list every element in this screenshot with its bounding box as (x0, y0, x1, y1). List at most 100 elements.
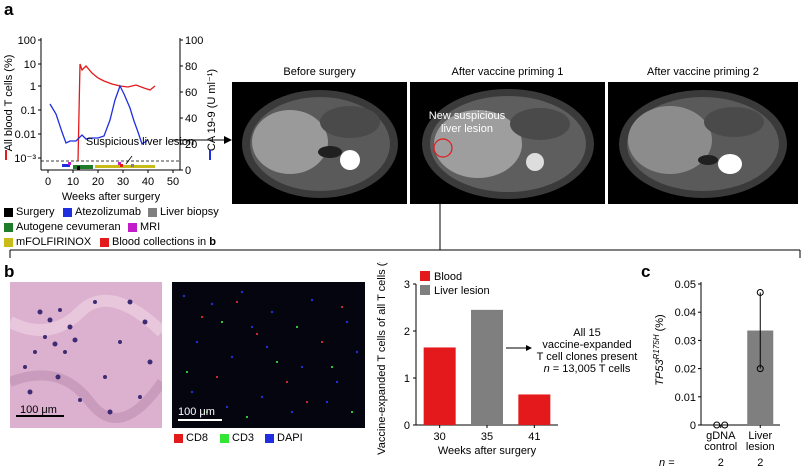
legend-label-liver-lesion: Liver lesion (434, 285, 490, 297)
mri-image-before-surgery (232, 82, 407, 204)
left-tick-label: 0.1 (21, 105, 36, 117)
svg-text:30: 30 (117, 176, 129, 188)
svg-text:40: 40 (142, 176, 154, 188)
x-tick-label: lesion (746, 441, 775, 453)
lesion-connector (9, 204, 801, 258)
legend-swatch-liver-lesion (420, 285, 430, 295)
right-tick-label: 60 (185, 87, 197, 99)
y-tick-label: 2 (404, 326, 410, 338)
legend-item-cd8: CD8 (174, 432, 208, 444)
scale-bar-label-2: 100 μm (178, 406, 215, 418)
right-tick-label: 100 (185, 35, 203, 47)
right-tick-label: 40 (185, 113, 197, 125)
mri-image-after-priming-2 (608, 82, 798, 204)
y-tick-label: 1 (404, 373, 410, 385)
n-value: 2 (718, 457, 724, 469)
data-point (756, 365, 764, 373)
mri-marker (118, 162, 121, 165)
left-tick-label: 0.01 (15, 129, 36, 141)
x-axis-label: Weeks after surgery (438, 445, 537, 457)
y-tick-label: 0.04 (675, 307, 696, 319)
right-axis-ticks: 100 80 60 40 20 0 (180, 35, 203, 177)
x-tick-label: 35 (481, 431, 493, 443)
legend-item-blood-collections: Blood collections in b (100, 236, 216, 248)
scale-bar-line (178, 419, 222, 421)
svg-text:20: 20 (92, 176, 104, 188)
left-axis-label: All blood T cells (%) (3, 55, 15, 152)
y-tick-label: 0.03 (675, 335, 696, 347)
lesion-circle (433, 138, 453, 158)
mri-title-before-surgery: Before surgery (283, 66, 356, 78)
y-tick-label: 0 (690, 420, 696, 432)
svg-text:50: 50 (167, 176, 179, 188)
right-tick-label: 0 (185, 165, 191, 177)
surgery-marker (77, 166, 80, 170)
mri-title-after-priming-1: After vaccine priming 1 (451, 66, 564, 78)
left-tick-label: 10⁻³ (14, 153, 36, 165)
arrow-to-mri (172, 136, 232, 144)
vaccine-t-cell-bar-chart: Vaccine-expanded T cells of all T cells … (376, 262, 638, 457)
mfolfirinox-bar (95, 165, 155, 168)
y-tick-label: 0.01 (675, 392, 696, 404)
legend-label-blood: Blood (434, 271, 462, 283)
y-tick-label: 0.02 (675, 364, 696, 376)
bar (423, 347, 456, 425)
legend-item-liver-biopsy: Liver biopsy (148, 206, 219, 218)
left-tick-label: 10 (24, 59, 36, 71)
left-tick-label: 1 (30, 81, 36, 93)
blood-collection-marker (120, 164, 123, 167)
x-axis-ticks: 0 10 20 30 40 50 (45, 170, 179, 188)
scale-bar-label-1: 100 μm (20, 404, 57, 416)
x-tick-label: 41 (528, 431, 540, 443)
y-axis-label: Vaccine-expanded T cells of all T cells … (376, 262, 388, 455)
autogene-cevumeran-bar (73, 165, 93, 169)
y-axis-label: TP53R175H (%) (652, 314, 666, 385)
right-tick-label: 80 (185, 61, 197, 73)
svg-text:10: 10 (67, 176, 79, 188)
legend-item-cd3: CD3 (220, 432, 254, 444)
mri-lesion-annotation: New suspicious liver lesion (428, 110, 506, 135)
x-tick-label: control (704, 441, 737, 453)
bar (518, 394, 551, 425)
n-value: 2 (757, 457, 763, 469)
n-label: n = (659, 457, 675, 469)
panel-letter-b: b (4, 262, 15, 281)
legend-swatch-blood (420, 271, 430, 281)
immunofluorescence-image: 100 μm (172, 282, 365, 428)
mri-image-after-priming-1 (410, 82, 605, 204)
left-axis-ticks: 100 10 1 0.1 0.01 10⁻³ (14, 35, 41, 165)
note-line-4: n = 13,005 T cells (544, 363, 631, 375)
note-line-1: All 15 (573, 327, 601, 339)
legend-item-mri: MRI (128, 221, 160, 233)
legend-item-mfolfirinox: mFOLFIRINOX (4, 236, 91, 248)
left-tick-label: 100 (18, 35, 36, 47)
panel-letter-c: c (641, 262, 651, 281)
mri-marker (68, 162, 71, 165)
liver-biopsy-marker (131, 164, 134, 167)
x-tick-label: Liver (748, 430, 772, 442)
ca19-9-series-line (49, 84, 149, 146)
note-line-2: vaccine-expanded (542, 339, 631, 351)
tp53-bar-chart: TP53R175H (%) 0 0.01 0.02 0.03 0.04 0.05 gDNA… (652, 279, 780, 469)
data-point (756, 288, 764, 296)
legend-item-atezolizumab: Atezolizumab (63, 206, 141, 218)
right-tick-label: 20 (185, 139, 197, 151)
note-line-3: T cell clones present (537, 351, 638, 363)
legend-item-surgery: Surgery (4, 206, 55, 218)
right-axis-label: CA 19-9 (U ml⁻¹) (206, 69, 218, 151)
scale-bar-line (16, 415, 64, 417)
bar (471, 309, 503, 425)
legend-item-autogene-cevumeran: Autogene cevumeran (4, 221, 121, 233)
y-tick-label: 0 (404, 420, 410, 432)
he-histology-image: 100 μm (10, 282, 162, 428)
panel-letter-a: a (4, 0, 14, 19)
atezolizumab-bar (62, 164, 70, 167)
y-tick-label: 0.05 (675, 279, 696, 291)
x-tick-label: 30 (434, 431, 446, 443)
data-point (721, 421, 729, 429)
x-axis-label: Weeks after surgery (62, 191, 161, 203)
data-point (713, 421, 721, 429)
t-cell-series-line (77, 63, 156, 162)
suspicious-lesion-annotation: Suspicious liver lesion (86, 136, 194, 148)
y-tick-label: 3 (404, 279, 410, 291)
